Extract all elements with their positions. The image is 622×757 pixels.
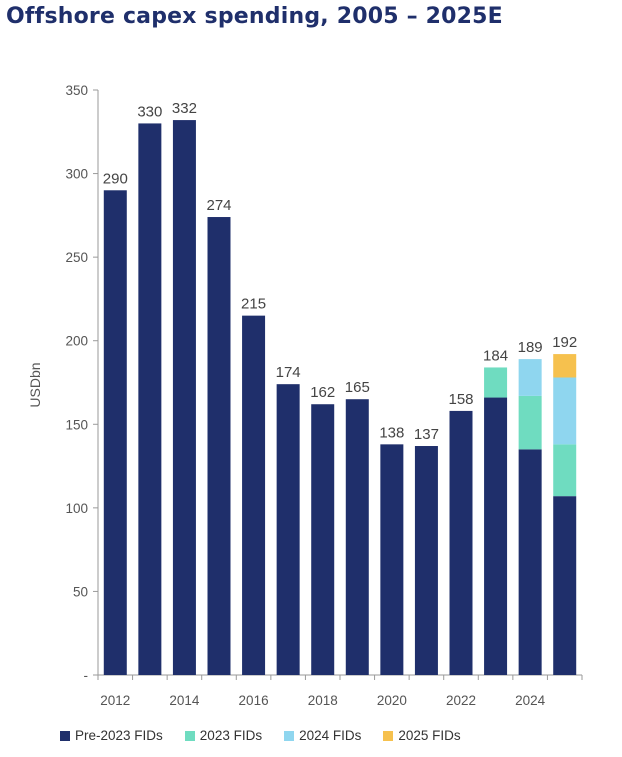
y-axis-label: USDbn bbox=[27, 362, 43, 407]
data-label: 330 bbox=[137, 103, 162, 120]
y-tick-label: 250 bbox=[65, 250, 88, 265]
x-tick-label: 2016 bbox=[239, 693, 269, 708]
legend-item: 2024 FIDs bbox=[284, 728, 361, 743]
bar-segment-pre-2023-fids bbox=[172, 120, 196, 676]
y-tick-label: 50 bbox=[73, 584, 88, 599]
legend-label: 2025 FIDs bbox=[398, 728, 461, 743]
bar-segment-pre-2023-fids bbox=[484, 397, 508, 675]
legend-item: 2025 FIDs bbox=[383, 728, 461, 743]
legend-swatch bbox=[284, 730, 295, 741]
y-tick-label: 100 bbox=[65, 501, 88, 516]
x-tick-label: 2018 bbox=[308, 693, 338, 708]
data-label: 158 bbox=[448, 391, 473, 408]
bar-segment-pre-2023-fids bbox=[311, 404, 335, 675]
bar-segment-2024-fids bbox=[518, 359, 542, 396]
legend-swatch bbox=[60, 730, 70, 741]
bar-segment-pre-2023-fids bbox=[380, 444, 404, 675]
bar-segment-pre-2023-fids bbox=[138, 123, 162, 675]
bar-segment-2024-fids bbox=[553, 377, 577, 445]
x-tick-label: 2020 bbox=[377, 693, 407, 708]
bar-segment-pre-2023-fids bbox=[518, 449, 542, 675]
x-tick-label: 2014 bbox=[169, 693, 200, 708]
legend-item: 2023 FIDs bbox=[184, 728, 263, 743]
legend-label: 2024 FIDs bbox=[299, 728, 362, 743]
legend-label: Pre-2023 FIDs bbox=[75, 728, 163, 743]
bar-segment-pre-2023-fids bbox=[103, 190, 127, 676]
bar-segment-pre-2023-fids bbox=[276, 384, 300, 675]
chart-title: Offshore capex spending, 2005 – 2025E bbox=[6, 4, 503, 29]
legend: Pre-2023 FIDs 2023 FIDs 2024 FIDs 2025 FIDs bbox=[60, 728, 461, 743]
y-tick-label: 200 bbox=[65, 334, 88, 349]
bar-segment-2023-fids bbox=[553, 444, 577, 497]
data-label: 192 bbox=[552, 334, 577, 351]
data-label: 274 bbox=[206, 197, 231, 214]
data-label: 174 bbox=[276, 364, 301, 381]
legend-item: Pre-2023 FIDs bbox=[60, 728, 163, 743]
data-label: 184 bbox=[483, 347, 508, 364]
bar-segment-pre-2023-fids bbox=[345, 399, 369, 675]
data-label: 162 bbox=[310, 384, 335, 401]
bar-segment-pre-2023-fids bbox=[242, 315, 266, 675]
data-label: 189 bbox=[518, 339, 543, 356]
bars bbox=[103, 120, 577, 676]
x-tick-label: 2012 bbox=[100, 693, 130, 708]
x-tick-label: 2022 bbox=[446, 693, 476, 708]
data-label: 138 bbox=[379, 424, 404, 441]
bar-segment-pre-2023-fids bbox=[553, 496, 577, 675]
axes: - 50 100 150 200 250 300 350 2012 2014 2016 2018 202… bbox=[65, 83, 583, 708]
bar-segment-pre-2023-fids bbox=[449, 410, 473, 675]
data-label: 332 bbox=[172, 100, 197, 117]
data-labels: 290 330 332 274 215 174 162 165 138 137 158 184 189 1… bbox=[103, 100, 577, 443]
y-tick-label: - bbox=[84, 668, 89, 683]
data-label: 137 bbox=[414, 426, 439, 443]
legend-swatch bbox=[184, 730, 195, 741]
y-tick-label: 350 bbox=[65, 83, 88, 98]
y-tick-label: 150 bbox=[65, 417, 88, 432]
data-label: 290 bbox=[103, 170, 128, 187]
bar-segment-2023-fids bbox=[484, 367, 508, 398]
bar-segment-pre-2023-fids bbox=[207, 217, 231, 675]
legend-label: 2023 FIDs bbox=[199, 728, 263, 743]
data-label: 165 bbox=[345, 379, 370, 396]
bar-segment-pre-2023-fids bbox=[414, 446, 438, 675]
bar-segment-2023-fids bbox=[518, 395, 542, 450]
data-label: 215 bbox=[241, 296, 266, 313]
legend-swatch bbox=[383, 730, 394, 741]
bar-segment-2025-fids bbox=[553, 354, 577, 378]
y-tick-label: 300 bbox=[65, 167, 88, 182]
x-tick-label: 2024 bbox=[515, 693, 546, 708]
